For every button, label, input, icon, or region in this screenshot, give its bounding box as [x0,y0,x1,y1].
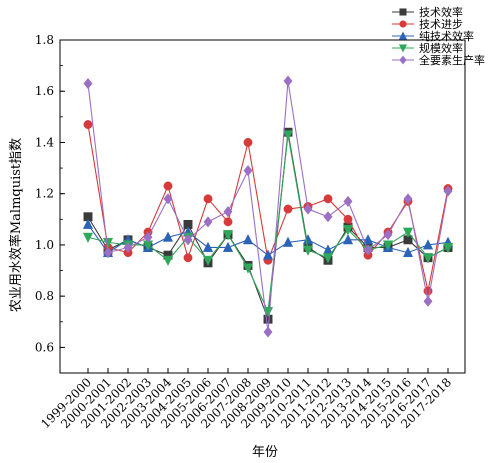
data-point [163,193,173,205]
x-axis-title: 年份 [252,445,278,460]
data-point [203,216,213,228]
y-tick-label: 0.8 [35,289,54,303]
data-point [163,181,173,191]
legend-marker [399,20,407,28]
data-point [263,326,273,338]
data-point [202,241,214,252]
legend-item: 规模效率 [392,41,463,55]
data-point [223,217,233,227]
legend-item: 技术进步 [392,18,463,31]
data-point [402,227,414,238]
data-point [383,229,393,241]
series-4 [82,130,454,318]
data-point [303,203,313,215]
data-point [283,75,293,87]
data-point [323,211,333,223]
data-point [423,295,433,307]
series-5 [83,75,453,338]
data-point [202,255,214,267]
series-layer [82,75,454,338]
data-point [82,232,94,243]
data-point [183,253,193,263]
data-point [222,230,234,241]
data-point [83,120,93,129]
y-tick-label: 1.4 [35,135,54,149]
series-line [87,124,449,292]
data-point [442,243,454,254]
data-point [123,241,133,254]
series-1 [83,127,453,324]
data-point [302,245,314,256]
data-point [342,225,354,236]
data-point [443,185,453,197]
data-point [322,253,334,264]
data-point [382,240,394,251]
data-point [363,244,373,256]
y-axis-title: 农业用水效率Malmquist指数 [8,138,24,312]
data-point [323,194,333,204]
legend-marker [398,44,408,53]
data-point [362,234,374,245]
data-point [343,214,353,224]
data-point [342,234,354,245]
y-tick-label: 1.8 [35,33,54,47]
legend-label: 纯技术效率 [419,29,474,43]
y-tick-label: 0.6 [35,340,54,354]
data-point [82,218,94,229]
data-point [102,237,114,249]
data-point [403,193,413,205]
data-point [422,253,434,264]
data-point [302,234,314,245]
data-point [422,239,434,250]
series-2 [83,120,453,296]
data-point [103,247,113,259]
data-point [203,194,213,204]
legend-label: 规模效率 [419,41,463,55]
data-point [243,165,253,177]
data-point [283,204,293,214]
data-point [223,206,233,218]
data-point [262,249,274,260]
y-tick-label: 1.6 [35,84,54,98]
data-point [83,77,93,90]
data-point [222,241,234,252]
data-point [242,263,254,274]
data-point [183,234,193,246]
legend-item: 纯技术效率 [392,29,474,43]
data-point [162,231,174,242]
data-point [242,234,254,245]
legend-item: 全要素生产率 [392,53,485,67]
data-point [243,138,253,147]
legend-marker [398,31,408,40]
legend-item: 技术效率 [392,5,463,19]
series-line [87,80,449,333]
plot-frame [59,39,466,374]
data-point [402,246,414,258]
data-point [282,236,294,247]
series-line [87,132,449,320]
y-tick-label: 1.0 [35,238,54,252]
y-tick-label: 1.2 [35,187,54,201]
axes: 0.60.81.01.21.41.61.81999-20002000-20012… [35,33,466,431]
data-point [162,255,174,267]
data-point [143,231,153,243]
legend-marker [399,55,407,65]
legend-label: 技术效率 [419,5,463,19]
legend-label: 技术进步 [419,18,463,31]
legend-label: 全要素生产率 [419,53,485,67]
data-point [282,130,294,141]
legend-marker [399,8,407,16]
data-point [343,195,353,207]
